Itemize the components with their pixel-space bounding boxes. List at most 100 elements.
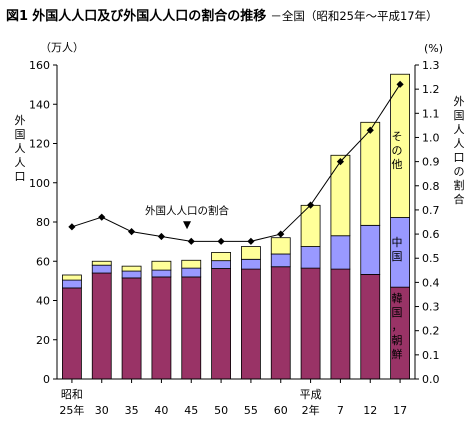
right-tick-label: 0.7 — [422, 204, 440, 217]
right-tick-label: 0.9 — [422, 156, 440, 169]
x-tick-label: 30 — [95, 404, 109, 417]
x-tick-label: 17 — [393, 404, 407, 417]
share-point — [277, 230, 285, 238]
share-point — [336, 158, 345, 166]
x-tick-label: 25年 — [59, 403, 84, 417]
figure-subtitle: －全国（昭和25年～平成17年） — [270, 9, 438, 23]
share-point — [396, 80, 404, 88]
y-right-label-char: 口 — [454, 151, 465, 164]
y-left-label-char: 国 — [15, 128, 26, 141]
figure-label: 図1 — [6, 9, 29, 24]
bar-segment-korea — [360, 273, 381, 380]
bar-segment-other — [360, 121, 381, 226]
line-annotation: 外国人人口の割合 — [145, 204, 229, 217]
bar-segment-china — [91, 264, 112, 274]
left-tick-label: 120 — [29, 138, 50, 151]
y-left-label: 外国人人口 — [15, 114, 26, 183]
bar-segment-china — [241, 258, 261, 270]
y-right-label-char: 人 — [454, 137, 465, 150]
line-annotation-marker: ▼ — [183, 219, 192, 231]
bar-segment-korea — [62, 287, 82, 380]
y-left-label-char: 口 — [15, 170, 26, 183]
right-tick-label: 1.0 — [422, 131, 440, 144]
bar-segment-korea — [241, 268, 261, 380]
share-point — [187, 237, 195, 245]
bar-segment-china — [62, 279, 82, 289]
bar-segment-other — [330, 154, 351, 237]
bar-segment-china — [330, 235, 351, 270]
bar-segment-korea — [91, 272, 112, 380]
y-right-label-char: 外 — [454, 95, 465, 108]
bar-segment-other — [390, 73, 410, 218]
bar-segment-korea — [270, 266, 291, 380]
x-tick-label: 7 — [337, 404, 344, 417]
right-tick-label: 0.8 — [422, 180, 440, 193]
left-tick-label: 0 — [43, 373, 50, 386]
right-tick-label: 0.3 — [422, 301, 440, 314]
legend-label-korea-char: 鮮 — [392, 347, 403, 361]
bar-segment-china — [300, 246, 321, 269]
bar-segment-other — [151, 260, 172, 271]
left-tick-label: 160 — [29, 59, 50, 72]
bar-segment-china — [181, 267, 202, 278]
x-tick-label: 50 — [214, 404, 228, 417]
x-tick-label: 45 — [184, 404, 198, 417]
legend-label-korea-char: ， — [392, 320, 403, 333]
x-tick-label: 60 — [274, 404, 288, 417]
right-tick-label: 0.5 — [422, 252, 440, 265]
y-left-unit: （万人） — [40, 41, 84, 54]
x-tick-label: 55 — [244, 404, 258, 417]
y-right-label-char: 割 — [454, 178, 465, 192]
legend-label-korea: 韓国，朝鮮 — [392, 292, 403, 361]
x-tick-label: 35 — [125, 404, 139, 417]
right-tick-label: 1.1 — [422, 107, 440, 120]
x-tick-label: 40 — [154, 404, 168, 417]
right-tick-label: 0.0 — [422, 373, 440, 386]
bar-segment-china — [121, 270, 142, 279]
y-right-label: 外国人人口の割合 — [454, 95, 465, 206]
y-right-label-char: の — [454, 165, 465, 178]
share-point — [217, 237, 225, 245]
x-tick-label: 2年 — [302, 403, 320, 417]
share-point — [366, 126, 374, 134]
right-tick-label: 0.4 — [422, 276, 440, 289]
legend-label-china-char: 国 — [392, 250, 403, 263]
bar-segment-other — [211, 252, 231, 262]
legend-label-korea-char: 国 — [392, 306, 403, 319]
share-point — [127, 228, 136, 236]
y-right-label-char: 国 — [454, 109, 465, 122]
left-tick-label: 80 — [36, 216, 50, 229]
left-tick-label: 100 — [29, 177, 50, 190]
share-point — [157, 232, 166, 241]
legend-label-other-char: 他 — [392, 158, 403, 171]
bar-segment-korea — [121, 277, 142, 380]
y-left-label-char: 人 — [15, 142, 26, 155]
left-tick-label: 20 — [36, 334, 50, 347]
y-right-label-char: 人 — [454, 123, 465, 136]
right-tick-label: 1.2 — [422, 83, 440, 96]
bar-segment-other — [270, 237, 291, 255]
bar-segment-other — [62, 274, 82, 281]
x-tick-label: 12 — [363, 404, 377, 417]
bar-segment-china — [270, 253, 291, 268]
legend-label-other-char: の — [392, 144, 403, 157]
bar-segment-other — [91, 260, 112, 266]
bar-segment-korea — [181, 276, 202, 380]
share-point — [98, 213, 106, 221]
right-tick-label: 1.3 — [422, 59, 440, 72]
bar-segment-korea — [211, 268, 231, 380]
bar-segment-china — [360, 224, 381, 275]
right-tick-label: 0.1 — [422, 349, 440, 362]
bar-segment-other — [121, 265, 142, 272]
left-tick-label: 140 — [29, 98, 50, 111]
share-line — [71, 84, 401, 242]
bar-segment-korea — [151, 276, 172, 380]
right-tick-label: 0.2 — [422, 325, 440, 338]
right-tick-label: 0.6 — [422, 228, 440, 241]
legend-label-korea-char: 韓 — [392, 292, 403, 305]
bar-segment-korea — [330, 268, 351, 380]
left-tick-label: 60 — [36, 255, 50, 268]
y-right-label-char: 合 — [454, 192, 465, 206]
bar-segment-other — [181, 259, 202, 269]
